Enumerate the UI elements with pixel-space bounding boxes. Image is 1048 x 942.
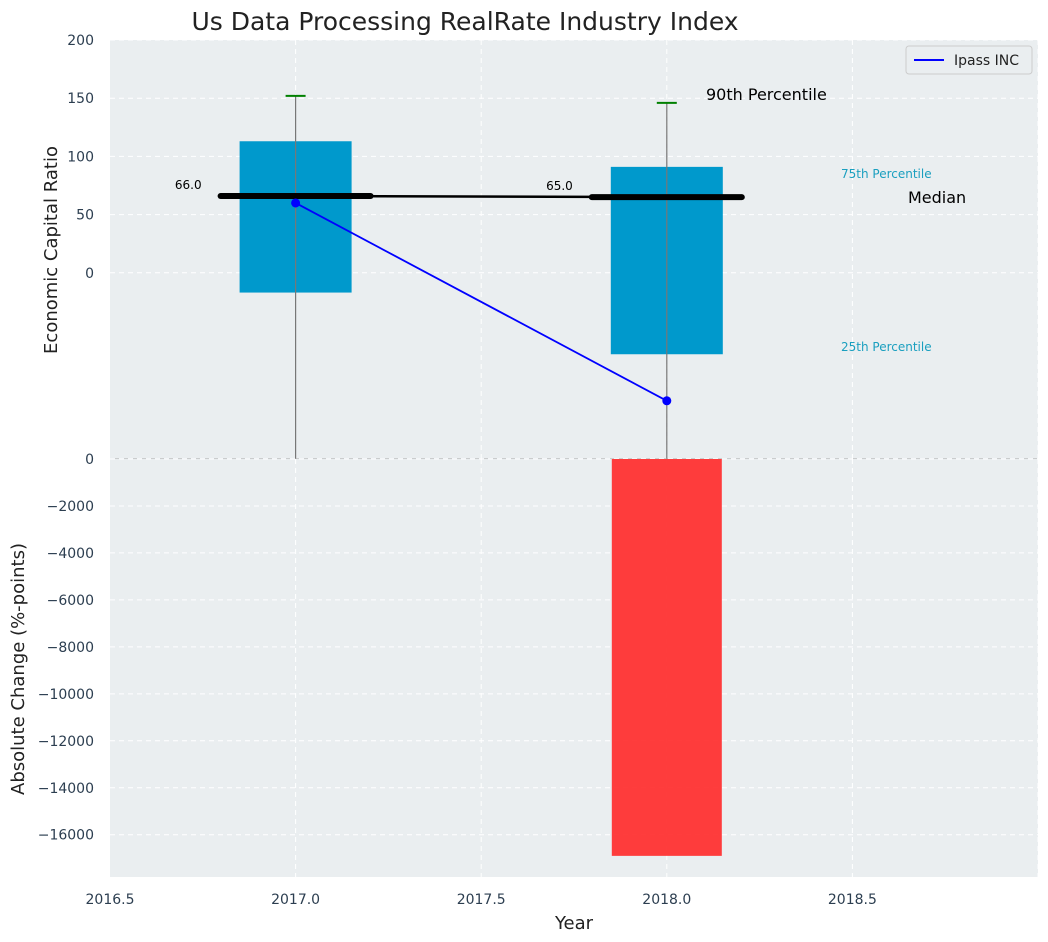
y-tick-label: −10000 (38, 687, 94, 703)
y-tick-label: −16000 (38, 828, 94, 844)
y-tick-label: 200 (67, 33, 94, 49)
y-tick-label: −6000 (47, 593, 94, 609)
y-tick-label: −4000 (47, 546, 94, 562)
legend-box (905, 45, 1033, 75)
y-tick-label: −2000 (47, 499, 94, 515)
y-tick-label: 0 (85, 452, 94, 468)
x-tick-label: 2018.0 (642, 892, 691, 908)
chart-title: Us Data Processing RealRate Industry Ind… (191, 7, 738, 36)
company-series-point (291, 198, 301, 208)
company-series-point (662, 396, 672, 406)
y-tick-label: −12000 (38, 734, 94, 750)
legend-label: Ipass INC (954, 53, 1019, 69)
x-tick-label: 2016.5 (86, 892, 135, 908)
annotation-25th: 25th Percentile (841, 340, 932, 354)
y-tick-label: 50 (76, 208, 94, 224)
annotation-median: Median (908, 188, 966, 207)
bottom-y-axis-label: Absolute Change (%-points) (8, 543, 29, 795)
median-value-label: 66.0 (175, 178, 202, 192)
y-tick-label: −8000 (47, 640, 94, 656)
x-axis-label: Year (554, 913, 594, 934)
x-tick-label: 2017.5 (457, 892, 506, 908)
x-tick-label: 2017.0 (271, 892, 320, 908)
median-value-label: 65.0 (546, 179, 573, 193)
annotation-90th: 90th Percentile (706, 85, 827, 104)
top-panel: 200 150 100 50 0 66.0 65.0 90th Percentile 75th … (67, 33, 1039, 460)
annotation-75th: 75th Percentile (841, 167, 932, 181)
y-tick-label: 0 (85, 266, 94, 282)
top-y-axis-label: Economic Capital Ratio (41, 146, 62, 354)
change-bar (611, 459, 722, 856)
bottom-plot-area (110, 459, 1038, 877)
legend: Ipass INC (905, 45, 1033, 75)
x-tick-label: 2018.5 (828, 892, 877, 908)
company-series-line (295, 202, 668, 402)
y-tick-label: 150 (67, 91, 94, 107)
y-tick-label: 100 (67, 149, 94, 165)
y-tick-label: −14000 (38, 781, 94, 797)
bottom-panel: 0 −2000 −4000 −6000 −8000 −10000 −12000 −14000 −… (38, 452, 1039, 908)
